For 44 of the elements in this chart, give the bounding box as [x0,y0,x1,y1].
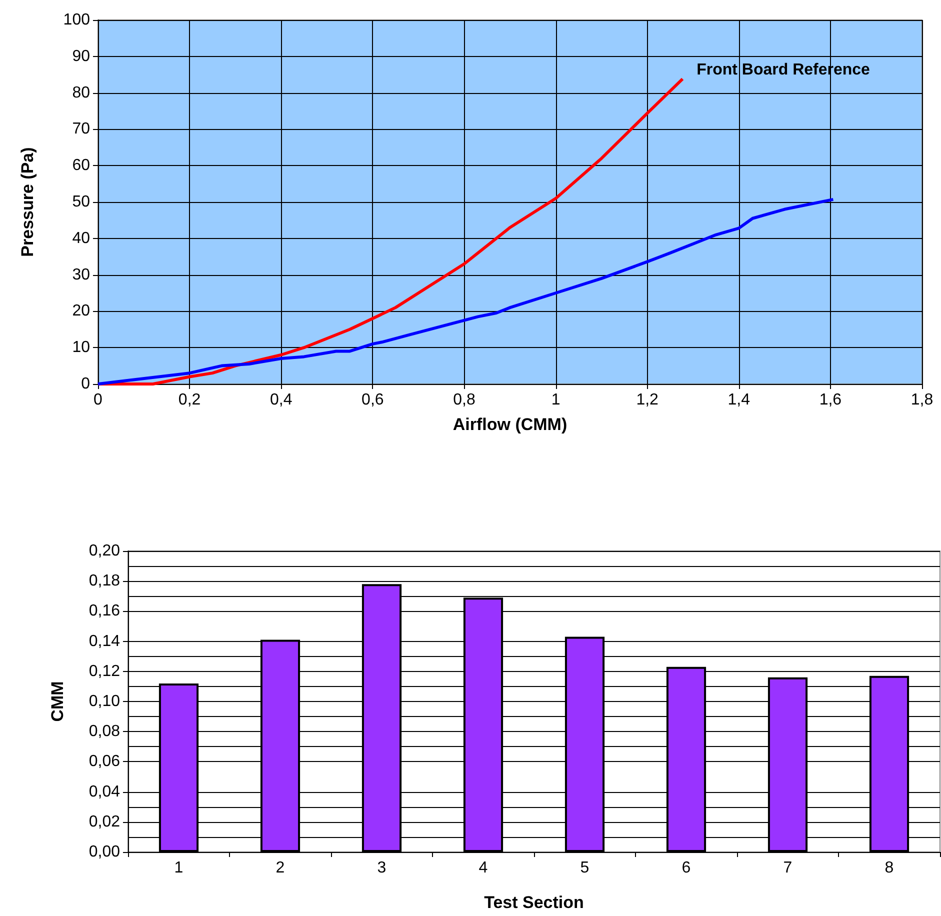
y-tick-label: 10 [72,339,90,356]
x-tick-label: 1,6 [819,392,842,408]
y-axis-title: Pressure (Pa) [18,147,37,257]
line-series [96,198,835,386]
x-axis-title: Test Section [484,893,584,912]
x-tick-label: 5 [580,860,590,876]
x-tick-label: 3 [377,860,386,876]
y-tick-label: 0,08 [88,723,120,740]
y-tick-label: 0,18 [88,572,120,590]
x-tick-label: 1,2 [636,392,659,408]
y-tick-label: 0,06 [88,753,120,770]
y-tick-label: 100 [63,12,90,28]
x-tick-label: 1,8 [910,392,934,408]
y-tick-label: 20 [72,302,90,320]
x-tick-label: 7 [783,860,792,876]
x-tick-label: 0,6 [362,392,384,408]
y-tick-label: 60 [72,157,90,174]
y-tick-label: 0,20 [88,542,120,560]
x-tick-label: 6 [682,860,691,876]
y-tick-label: 0,10 [88,693,120,710]
y-tick-label: 80 [72,84,90,102]
x-tick-label: 8 [884,860,894,876]
x-axis-title: Airflow (CMM) [452,415,568,434]
x-tick-label: 0,4 [270,392,292,408]
y-tick-label: 0,14 [88,632,120,650]
y-tick-label: 40 [72,230,90,247]
y-tick-label: 0,12 [88,662,120,680]
x-tick-label: 4 [478,860,488,876]
x-tick-label: 0,2 [178,392,201,408]
y-tick-label: 0,00 [88,844,120,860]
y-tick-label: 70 [72,120,90,138]
x-tick-label: 1,4 [728,392,750,408]
y-tick-label: 50 [72,194,90,210]
y-tick-label: 0 [81,376,90,392]
y-axis-title: CMM [48,681,67,722]
x-tick-label: 1 [551,392,560,408]
x-tick-label: 2 [276,860,285,876]
y-tick-label: 0,16 [88,602,120,620]
x-tick-label: 0,8 [453,392,476,408]
y-tick-label: 0,04 [88,783,120,800]
y-tick-label: 30 [72,266,90,284]
x-tick-label: 1 [174,860,184,876]
y-tick-label: 90 [72,48,90,65]
y-tick-label: 0,02 [88,813,120,830]
